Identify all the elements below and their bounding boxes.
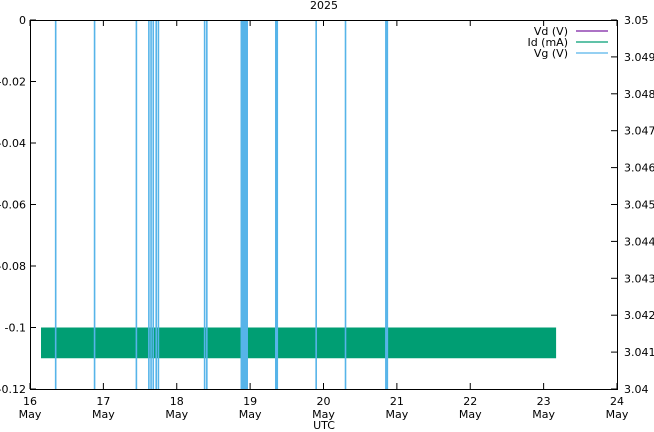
x-tick-label-month: May	[459, 408, 482, 421]
x-tick-label-month: May	[386, 408, 409, 421]
axes: 16May17May18May19May20May21May22May23May…	[0, 14, 654, 421]
x-tick-label-month: May	[606, 408, 629, 421]
legend: Vd (V)Id (mA)Vg (V)	[527, 25, 608, 60]
y-right-tick-label: 3.045	[624, 199, 654, 212]
id-series-band	[41, 327, 557, 359]
x-tick-label-month: May	[165, 408, 188, 421]
y-right-tick-label: 3.042	[624, 309, 654, 322]
x-tick-label-month: May	[19, 408, 42, 421]
legend-label: Id (mA)	[527, 36, 568, 49]
x-tick-label-day: 23	[537, 395, 551, 408]
x-axis-label: UTC	[313, 419, 335, 432]
y-right-tick-label: 3.04	[624, 383, 649, 396]
y-right-tick-label: 3.049	[624, 51, 654, 64]
y-right-tick-label: 3.048	[624, 88, 654, 101]
x-tick-label-day: 21	[390, 395, 404, 408]
y-right-tick-label: 3.047	[624, 125, 654, 138]
x-tick-label-day: 22	[463, 395, 477, 408]
y-right-tick-label: 3.046	[624, 162, 654, 175]
x-tick-label-day: 20	[317, 395, 331, 408]
x-tick-label-day: 17	[96, 395, 110, 408]
y-left-tick-label: -0.04	[0, 137, 26, 150]
x-tick-label-day: 19	[243, 395, 257, 408]
x-tick-label-day: 24	[610, 395, 624, 408]
y-right-tick-label: 3.041	[624, 346, 654, 359]
y-left-tick-label: -0.02	[0, 76, 26, 89]
y-left-tick-label: -0.12	[0, 383, 26, 396]
x-tick-label-month: May	[532, 408, 555, 421]
legend-label: Vd (V)	[534, 25, 568, 38]
plot-area	[41, 20, 557, 389]
y-left-tick-label: 0	[19, 14, 26, 27]
chart-title: 2025	[310, 0, 338, 12]
y-left-tick-label: -0.1	[5, 322, 26, 335]
x-tick-label-month: May	[239, 408, 262, 421]
x-tick-label-month: May	[312, 408, 335, 421]
y-left-tick-label: -0.06	[0, 199, 26, 212]
y-right-tick-label: 3.044	[624, 235, 654, 248]
x-tick-label-month: May	[92, 408, 115, 421]
x-tick-label-day: 16	[23, 395, 37, 408]
x-tick-label-day: 18	[170, 395, 184, 408]
y-right-tick-label: 3.043	[624, 272, 654, 285]
y-right-tick-label: 3.05	[624, 14, 649, 27]
legend-label: Vg (V)	[534, 47, 568, 60]
y-left-tick-label: -0.08	[0, 260, 26, 273]
